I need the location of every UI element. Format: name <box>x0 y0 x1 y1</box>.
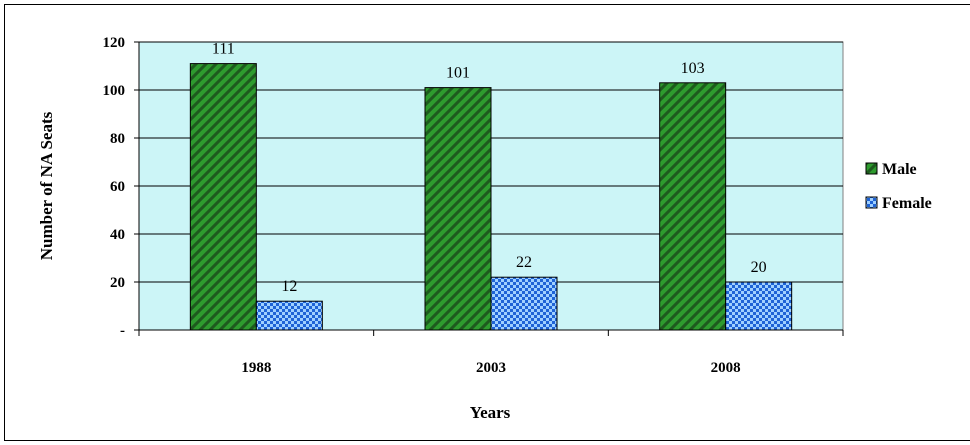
data-label: 20 <box>751 259 767 276</box>
bar-male <box>189 63 257 331</box>
y-tick-label: 120 <box>103 35 126 51</box>
legend-label-female: Female <box>882 195 932 212</box>
data-label: 101 <box>446 65 470 82</box>
y-tick-label: 40 <box>110 227 125 243</box>
data-label: 22 <box>516 254 532 271</box>
x-tick-label: 2008 <box>711 360 741 376</box>
y-axis-title: Number of NA Seats <box>37 111 56 260</box>
bar-female <box>725 281 793 331</box>
bar-male <box>424 87 492 331</box>
data-label: 103 <box>681 60 705 77</box>
labels: - 20 40 60 80 100 120 111 12 1988 101 22 2003 103 20 20… <box>103 35 767 376</box>
x-axis-title: Years <box>470 403 511 422</box>
y-tick-label: 20 <box>110 275 125 291</box>
legend-swatch-female <box>865 196 878 209</box>
legend-label-male: Male <box>882 161 917 178</box>
bar-male <box>659 82 727 331</box>
x-tick-label: 1988 <box>241 360 271 376</box>
legend: Male Female <box>865 161 932 212</box>
axes <box>134 41 844 336</box>
bar-female <box>255 300 323 331</box>
y-tick-label: 60 <box>110 179 125 195</box>
bar-female <box>490 276 558 331</box>
y-tick-label: - <box>120 323 125 339</box>
data-label: 12 <box>281 278 297 295</box>
legend-swatch-male <box>865 162 878 175</box>
y-tick-label: 80 <box>110 131 125 147</box>
data-label: 111 <box>212 41 235 58</box>
y-tick-label: 100 <box>103 83 126 99</box>
x-tick-label: 2003 <box>476 360 506 376</box>
